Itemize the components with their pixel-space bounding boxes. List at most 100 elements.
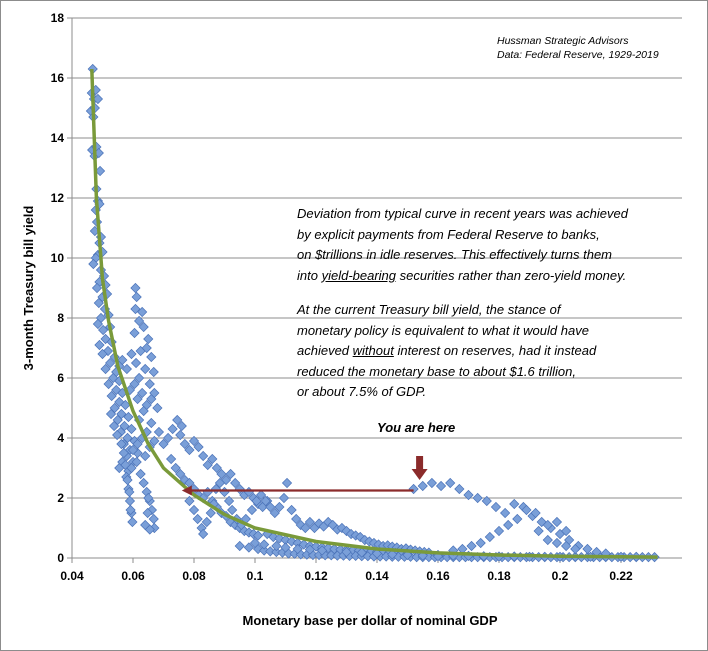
data-point: [132, 438, 143, 450]
data-point: [97, 348, 108, 360]
data-point: [143, 333, 154, 345]
data-point: [144, 378, 155, 390]
data-point: [105, 408, 117, 420]
data-point: [230, 477, 241, 489]
data-point: [129, 327, 140, 339]
data-point: [371, 548, 383, 559]
data-point: [153, 426, 165, 438]
data-point: [426, 477, 437, 489]
data-point: [310, 541, 322, 552]
x-tick-label: 0.04: [60, 569, 84, 583]
data-point: [223, 495, 235, 507]
x-tick-label: 0.18: [487, 569, 511, 583]
data-point: [188, 504, 200, 516]
data-point: [103, 378, 114, 390]
data-point: [158, 438, 169, 450]
data-point: [561, 540, 572, 552]
data-point: [93, 297, 104, 309]
data-point: [172, 414, 183, 426]
data-point: [278, 492, 290, 504]
data-point: [127, 516, 138, 528]
data-point: [149, 387, 160, 399]
data-point: [127, 444, 139, 456]
data-point: [152, 402, 163, 414]
data-point: [135, 468, 146, 480]
data-point: [271, 546, 282, 558]
data-point: [143, 492, 154, 504]
y-tick-label: 12: [51, 191, 65, 205]
annotation-1-line-4-post: securities rather than zero-yield money.: [396, 267, 627, 283]
data-point: [500, 507, 511, 519]
data-point: [304, 516, 315, 528]
annotation-1-line-1: Deviation from typical curve in recent y…: [297, 206, 628, 221]
data-point: [138, 477, 149, 489]
data-point: [120, 399, 131, 411]
data-point: [175, 429, 186, 441]
y-tick-label: 16: [51, 71, 65, 85]
data-point: [130, 303, 141, 315]
data-point: [551, 516, 563, 528]
data-point: [205, 507, 216, 519]
data-point: [184, 444, 195, 456]
data-point: [106, 390, 117, 402]
data-point: [88, 258, 99, 270]
data-point: [188, 435, 200, 447]
data-point: [142, 507, 153, 519]
data-point: [92, 93, 104, 105]
data-point: [94, 339, 105, 351]
y-tick-label: 4: [57, 431, 64, 445]
data-point: [140, 450, 151, 462]
data-point: [193, 441, 204, 453]
data-point: [475, 537, 486, 549]
data-point: [387, 549, 398, 560]
data-point: [140, 363, 151, 375]
data-point: [268, 531, 279, 543]
down-arrow-head: [411, 469, 428, 480]
annotation-2-line-4: reduced the monetary base to about $1.6 …: [297, 363, 576, 379]
annotation-2-emphasis: without: [352, 343, 394, 358]
x-axis-title: Monetary base per dollar of nominal GDP: [243, 613, 498, 628]
data-point: [260, 495, 271, 507]
data-point: [521, 504, 532, 516]
data-point: [533, 525, 544, 537]
data-point: [484, 531, 495, 543]
data-point: [493, 525, 505, 537]
x-tick-label: 0.16: [426, 569, 450, 583]
data-point: [122, 474, 133, 486]
data-point: [138, 405, 149, 417]
data-point: [323, 543, 334, 554]
data-point: [551, 537, 563, 549]
down-arrow-shaft: [416, 456, 424, 469]
annotation-2-line-3-post: interest on reserves, had it instead: [393, 343, 597, 358]
y-tick-labels: 0 2 4 6 8 10 12 14 16 18: [51, 11, 65, 565]
data-point: [100, 363, 111, 375]
data-point: [146, 417, 157, 429]
data-point: [265, 501, 276, 513]
annotation-1-emphasis: yield-bearing: [321, 267, 397, 283]
data-point: [265, 546, 276, 557]
data-point: [355, 531, 366, 543]
data-point: [138, 321, 149, 333]
annotation-1-line-2: by explicit payments from Federal Reserv…: [297, 226, 600, 242]
data-point: [234, 540, 245, 552]
data-point: [408, 483, 419, 495]
y-tick-label: 14: [51, 131, 65, 145]
data-point: [167, 423, 178, 435]
data-point: [98, 324, 109, 336]
data-point: [216, 468, 227, 480]
data-point: [490, 501, 502, 513]
data-point: [304, 544, 315, 555]
y-tick-label: 8: [57, 311, 64, 325]
x-tick-label: 0.2: [552, 569, 569, 583]
data-point: [269, 507, 280, 519]
data-point: [125, 504, 136, 516]
data-point: [137, 387, 148, 399]
data-point: [134, 315, 145, 327]
annotation-1-line-3: on $trillions in idle reserves. This eff…: [297, 247, 613, 262]
data-point: [176, 420, 187, 432]
annotation-2-line-5: or about 7.5% of GDP.: [297, 384, 427, 399]
data-point: [509, 498, 520, 510]
annotation-text: Deviation from typical curve in recent y…: [297, 204, 697, 403]
source-note: Hussman Strategic Advisors Data: Federal…: [497, 34, 659, 62]
